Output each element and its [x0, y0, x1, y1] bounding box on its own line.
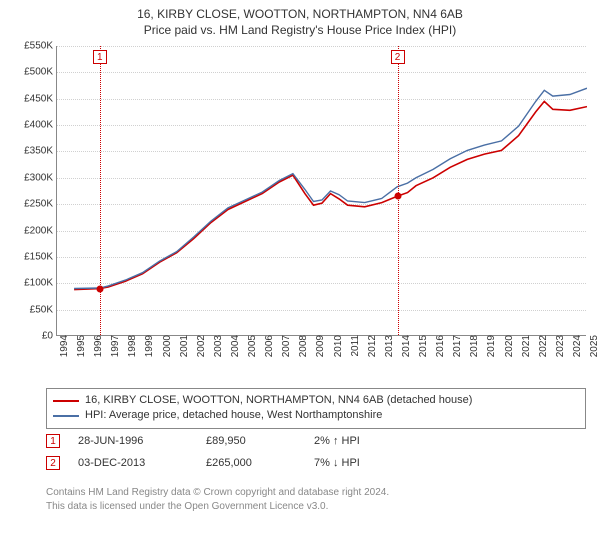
legend-swatch — [53, 415, 79, 417]
x-axis-label: 2014 — [399, 335, 412, 357]
y-axis-label: £50K — [30, 304, 57, 315]
legend-swatch — [53, 400, 79, 402]
footer-line-1: Contains HM Land Registry data © Crown c… — [46, 486, 586, 500]
footer-line-2: This data is licensed under the Open Gov… — [46, 500, 586, 514]
chart-title: 16, KIRBY CLOSE, WOOTTON, NORTHAMPTON, N… — [0, 0, 600, 38]
x-axis-label: 2006 — [262, 335, 275, 357]
series-hpi — [74, 88, 587, 288]
x-axis-label: 1998 — [125, 335, 138, 357]
legend-label: 16, KIRBY CLOSE, WOOTTON, NORTHAMPTON, N… — [85, 393, 472, 408]
x-axis-label: 2000 — [160, 335, 173, 357]
x-axis-label: 2016 — [433, 335, 446, 357]
y-axis-label: £250K — [24, 199, 57, 210]
event-marker-icon: 1 — [46, 434, 60, 448]
event-row: 2 03-DEC-2013 £265,000 7% ↓ HPI — [46, 450, 586, 472]
x-axis-label: 2002 — [194, 335, 207, 357]
x-axis-label: 2010 — [331, 335, 344, 357]
y-axis-label: £200K — [24, 225, 57, 236]
chart-area: £0 £50K £100K £150K £200K £250K £300K £350K £400… — [12, 46, 588, 376]
y-axis-label: £400K — [24, 120, 57, 131]
legend-label: HPI: Average price, detached house, West… — [85, 408, 382, 423]
x-axis-label: 1999 — [142, 335, 155, 357]
x-axis-label: 2019 — [484, 335, 497, 357]
event-marker-1: 1 — [93, 50, 107, 64]
event-date: 28-JUN-1996 — [78, 435, 188, 447]
x-axis-label: 2023 — [553, 335, 566, 357]
x-axis-label: 2007 — [279, 335, 292, 357]
x-axis-label: 2004 — [228, 335, 241, 357]
x-axis-label: 2025 — [587, 335, 600, 357]
event-marker-2: 2 — [391, 50, 405, 64]
x-axis-label: 1996 — [91, 335, 104, 357]
legend-row: 16, KIRBY CLOSE, WOOTTON, NORTHAMPTON, N… — [53, 393, 579, 408]
y-axis-label: £300K — [24, 172, 57, 183]
x-axis-label: 2011 — [348, 335, 361, 357]
y-axis-label: £550K — [24, 41, 57, 52]
x-axis-label: 2024 — [570, 335, 583, 357]
events-table: 1 28-JUN-1996 £89,950 2% ↑ HPI 2 03-DEC-2013 £… — [46, 428, 586, 472]
y-axis-label: £350K — [24, 146, 57, 157]
event-date: 03-DEC-2013 — [78, 457, 188, 469]
plot-area: £0£50K£100K£150K£200K£250K£300K£350K£400… — [56, 46, 586, 336]
x-axis-label: 2013 — [382, 335, 395, 357]
x-axis-label: 2020 — [502, 335, 515, 357]
event-price: £265,000 — [206, 457, 296, 469]
x-axis-label: 1994 — [57, 335, 70, 357]
y-axis-label: £150K — [24, 251, 57, 262]
y-axis-label: £500K — [24, 67, 57, 78]
x-axis-label: 2022 — [536, 335, 549, 357]
event-price: £89,950 — [206, 435, 296, 447]
x-axis-label: 2008 — [296, 335, 309, 357]
x-axis-label: 2001 — [177, 335, 190, 357]
x-axis-label: 1995 — [74, 335, 87, 357]
legend: 16, KIRBY CLOSE, WOOTTON, NORTHAMPTON, N… — [46, 388, 586, 429]
series-price_paid — [74, 101, 587, 289]
x-axis-label: 2009 — [313, 335, 326, 357]
event-change: 2% ↑ HPI — [314, 435, 404, 447]
x-axis-label: 2012 — [365, 335, 378, 357]
title-line-2: Price paid vs. HM Land Registry's House … — [0, 22, 600, 38]
y-axis-label: £0 — [42, 331, 57, 342]
x-axis-label: 2021 — [519, 335, 532, 357]
x-axis-label: 2003 — [211, 335, 224, 357]
legend-row: HPI: Average price, detached house, West… — [53, 408, 579, 423]
x-axis-label: 2015 — [416, 335, 429, 357]
event-row: 1 28-JUN-1996 £89,950 2% ↑ HPI — [46, 428, 586, 450]
title-line-1: 16, KIRBY CLOSE, WOOTTON, NORTHAMPTON, N… — [0, 6, 600, 22]
x-axis-label: 2018 — [467, 335, 480, 357]
series-svg — [57, 46, 587, 336]
event-vline — [398, 46, 399, 335]
event-dot-2 — [394, 193, 401, 200]
footer-attribution: Contains HM Land Registry data © Crown c… — [46, 486, 586, 513]
x-axis-label: 1997 — [108, 335, 121, 357]
event-marker-icon: 2 — [46, 456, 60, 470]
x-axis-label: 2017 — [450, 335, 463, 357]
y-axis-label: £450K — [24, 93, 57, 104]
y-axis-label: £100K — [24, 278, 57, 289]
event-dot-1 — [96, 285, 103, 292]
x-axis-label: 2005 — [245, 335, 258, 357]
event-change: 7% ↓ HPI — [314, 457, 404, 469]
